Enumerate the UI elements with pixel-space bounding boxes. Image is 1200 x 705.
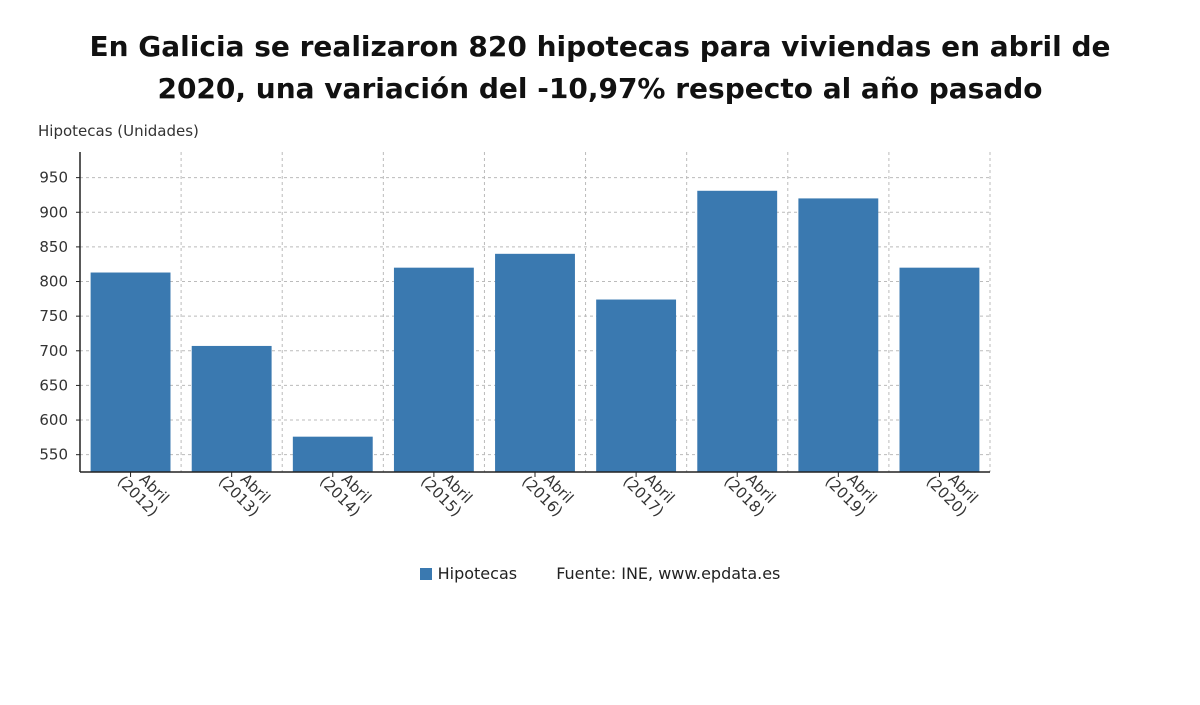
bar-2017 <box>596 299 677 472</box>
legend: Hipotecas Fuente: INE, www.epdata.es <box>0 564 1200 583</box>
y-tick-label-600: 600 <box>39 411 68 429</box>
bar-2020 <box>899 267 980 472</box>
y-tick-label-750: 750 <box>39 307 68 325</box>
y-tick-label-900: 900 <box>39 203 68 221</box>
bar-2012 <box>90 272 171 472</box>
chart-title-line-2: 2020, una variación del -10,97% respecto… <box>157 72 1043 105</box>
bar-2015 <box>393 267 474 472</box>
y-tick-label-650: 650 <box>39 376 68 394</box>
chart-title-line-1: En Galicia se realizaron 820 hipotecas p… <box>89 30 1111 63</box>
y-tick-labels: 550 600 650 700 750 800 850 900 950 <box>39 169 68 464</box>
chart-title: En Galicia se realizaron 820 hipotecas p… <box>0 26 1200 110</box>
y-tick-label-550: 550 <box>39 446 68 464</box>
bar-2016 <box>495 253 575 472</box>
bar-2013 <box>191 345 272 472</box>
bars <box>90 190 980 472</box>
y-tick-label-850: 850 <box>39 238 68 256</box>
axes <box>76 152 990 477</box>
bar-2019 <box>798 198 879 472</box>
legend-label: Hipotecas <box>437 564 518 583</box>
legend-swatch <box>419 568 432 580</box>
source-note: Fuente: INE, www.epdata.es <box>556 564 781 583</box>
y-axis-label: Hipotecas (Unidades) <box>38 122 199 140</box>
bar-2014 <box>292 436 373 472</box>
y-tick-label-800: 800 <box>39 273 68 291</box>
bar-2018 <box>697 190 778 472</box>
legend-item-hipotecas: Hipotecas <box>419 564 518 583</box>
y-tick-label-950: 950 <box>39 169 68 187</box>
y-tick-label-700: 700 <box>39 342 68 360</box>
